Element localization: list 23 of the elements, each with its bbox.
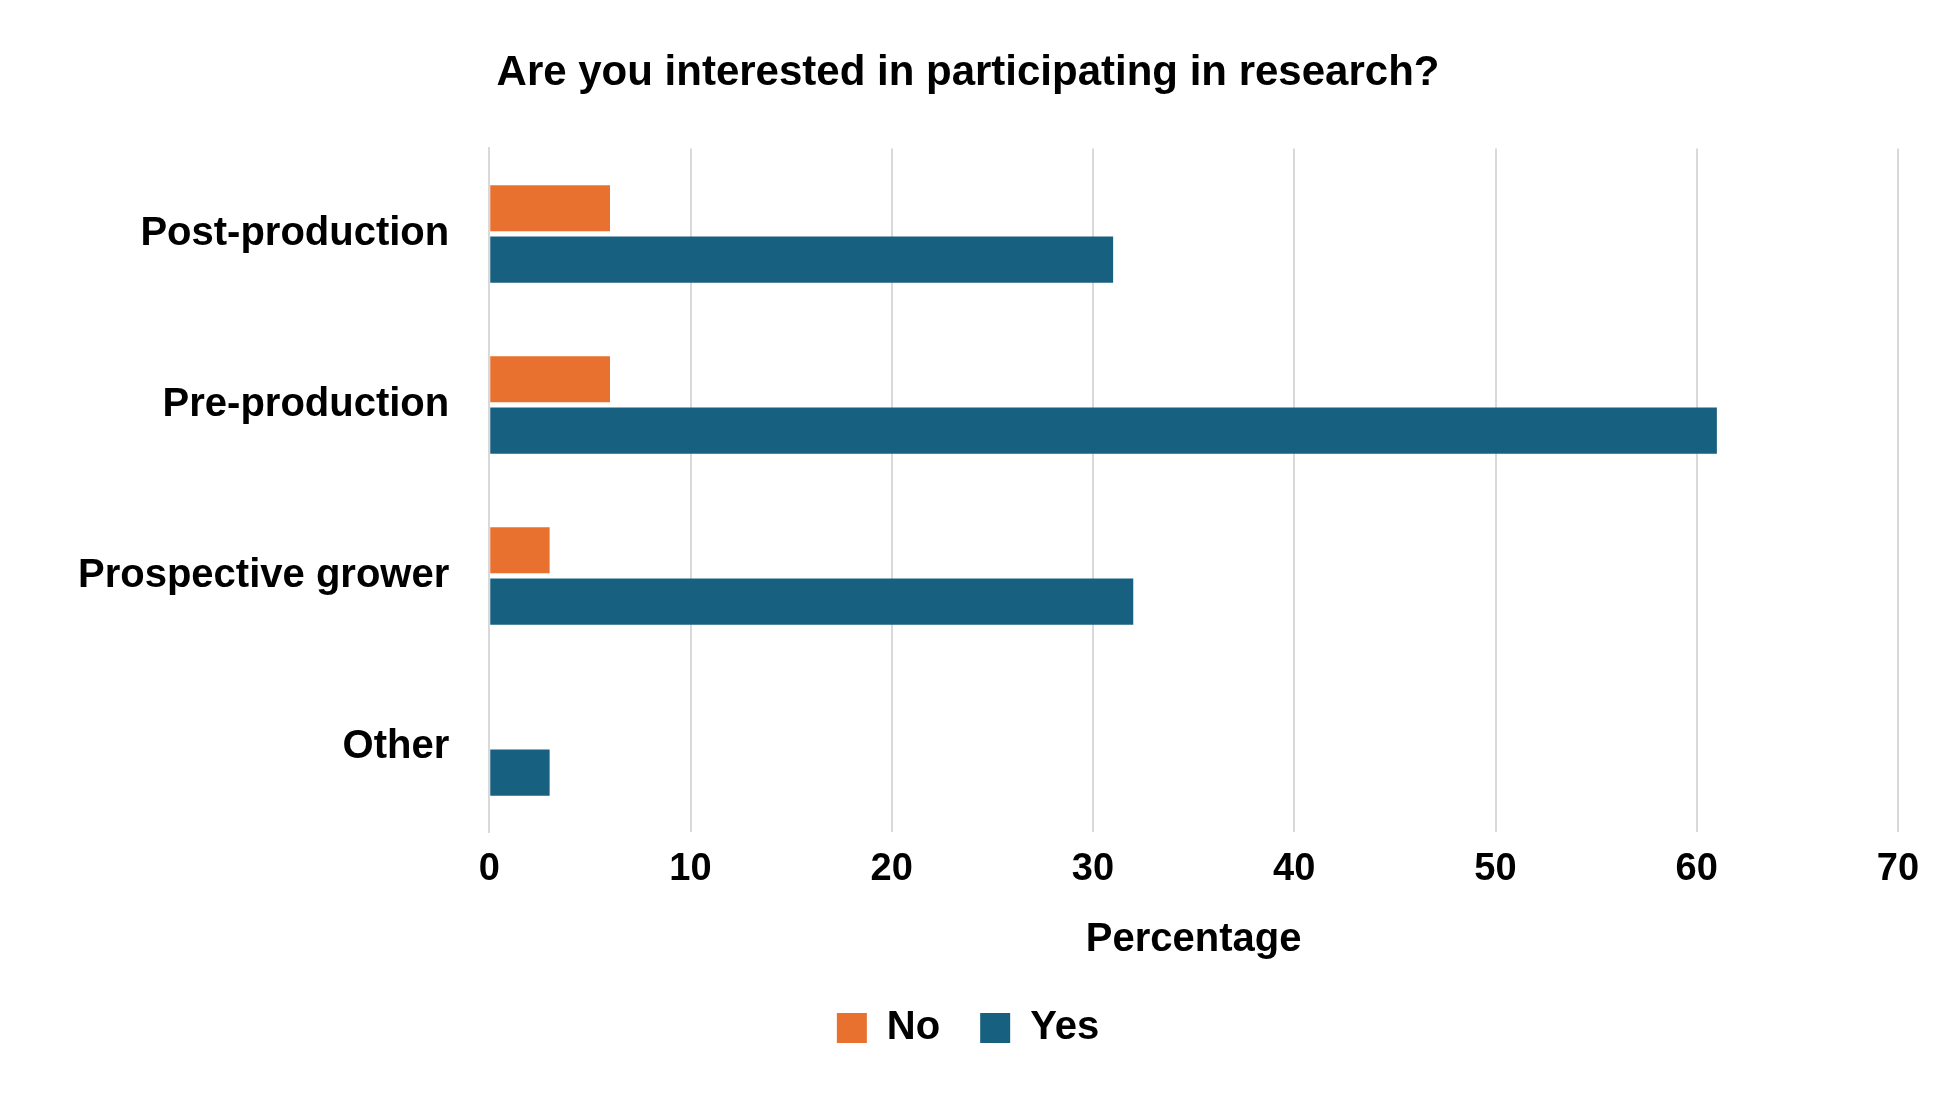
legend-label: Yes: [1030, 1003, 1100, 1048]
x-tick-label: 50: [1474, 845, 1517, 888]
y-tick-label: Post-production: [140, 208, 450, 253]
x-tick-label: 10: [669, 845, 712, 888]
bar: [490, 527, 550, 574]
x-tick-label: 20: [870, 845, 913, 888]
legend-label: No: [886, 1003, 941, 1048]
x-tick-label: 30: [1071, 845, 1115, 888]
x-tick-label: 70: [1876, 845, 1920, 888]
bar: [490, 578, 1134, 625]
x-tick-label: 40: [1273, 845, 1316, 888]
bar: [490, 407, 1717, 454]
bar: [490, 749, 550, 796]
x-tick-label: 0: [478, 845, 500, 888]
x-tick-label: 60: [1675, 845, 1718, 888]
chart-title: Are you interested in participating in research?: [496, 46, 1440, 94]
bar: [490, 356, 610, 403]
y-tick-label: Prospective grower: [78, 550, 450, 595]
x-axis-title: Percentage: [1085, 915, 1302, 960]
y-tick-label: Other: [342, 721, 450, 766]
y-tick-label: Pre-production: [162, 379, 450, 424]
bar: [490, 185, 610, 232]
bar: [490, 236, 1114, 283]
